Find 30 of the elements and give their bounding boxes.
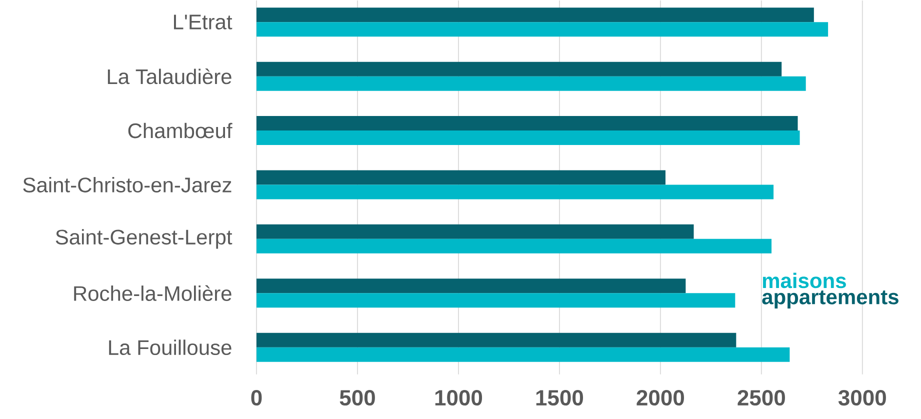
x-tick-label: 1000 (435, 390, 482, 406)
bar (256, 76, 806, 91)
bar (256, 116, 798, 130)
bar (256, 130, 800, 145)
bar (256, 224, 694, 239)
y-tick-label: La Fouillouse (109, 339, 232, 355)
bar (256, 347, 790, 362)
bar (256, 62, 782, 76)
bar (256, 7, 814, 22)
x-tick-label: 2000 (636, 390, 684, 406)
y-tick-label: Saint-Christo-en-Jarez (23, 176, 232, 192)
x-tick-label: 0 (251, 390, 262, 406)
x-tick-label: 2500 (738, 390, 785, 406)
bar (256, 278, 686, 293)
bar (256, 238, 772, 254)
bar (256, 22, 828, 36)
y-tick-label: Roche-la-Molière (74, 285, 232, 301)
series-label: appartements (762, 290, 898, 308)
y-tick-label: Saint-Genest-Lerpt (56, 228, 232, 249)
bar (256, 332, 736, 348)
bar (256, 184, 774, 200)
x-tick-label: 1500 (536, 390, 584, 406)
bar (256, 292, 736, 308)
series-label: maisons (762, 272, 846, 288)
bar (256, 170, 666, 185)
x-tick-label: 3000 (838, 390, 886, 406)
x-tick-label: 500 (340, 390, 375, 406)
y-tick-label: L'Etrat (174, 14, 232, 30)
y-tick-label: Chambœuf (128, 122, 232, 138)
y-tick-label: La Talaudière (108, 68, 232, 84)
